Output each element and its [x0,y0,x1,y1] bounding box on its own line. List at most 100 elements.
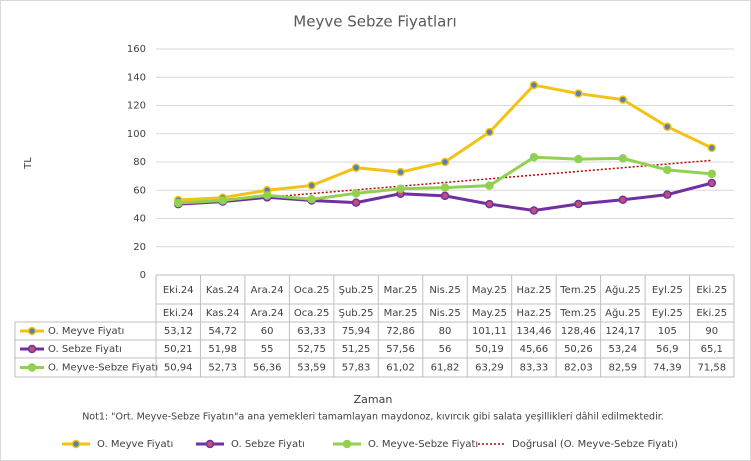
table-header: Nis.25 [429,308,460,319]
table-cell: 50,26 [564,344,593,355]
table-cell: 90 [705,326,718,337]
point [707,169,717,179]
x-tick-label: Eyl.25 [652,285,683,296]
point [529,153,539,162]
legend-key-marker [342,439,352,449]
x-tick-label: Şub.25 [339,285,374,296]
table-header: Eyl.25 [652,308,683,319]
table-cell: 63,33 [297,326,326,337]
point [351,163,361,172]
point [574,89,583,98]
point [396,184,405,194]
x-axis-label: Zaman [354,393,393,406]
table-cell: 50,21 [164,344,193,355]
table-cell: 53,12 [164,326,193,337]
legend-label: O. Meyve Fiyatı [97,439,173,450]
x-tick-label: Eki.24 [163,285,194,296]
table-cell: 56 [439,344,452,355]
table-cell: 105 [658,326,677,337]
table-cell: 53,59 [297,363,326,374]
table-cell: 71,58 [697,363,726,374]
table-row-name: O. Meyve Fiyatı [48,326,124,337]
table-cell: 63,29 [475,363,504,374]
table-cell: 82,59 [609,363,638,374]
table-cell: 57,83 [342,363,371,374]
point [440,191,450,201]
table-key-marker [27,326,37,336]
point [440,183,450,192]
table-cell: 124,17 [605,326,640,337]
x-tick-label: Oca.25 [294,285,329,296]
table-header: Ara.24 [251,308,284,319]
point [262,191,272,200]
table-cell: 82,03 [564,363,593,374]
table-header: Şub.25 [339,308,374,319]
point [663,190,672,199]
point [618,154,628,163]
y-axis-label: TL [23,157,34,170]
y-tick-label: 40 [133,214,146,225]
table-cell: 51,25 [342,344,371,355]
y-tick-label: 160 [127,44,146,55]
legend-label: O. Sebze Fiyatı [231,439,305,450]
point [707,143,717,153]
table-cell: 101,11 [472,326,507,337]
table-row-name: O. Meyve-Sebze Fiyatı [48,363,158,374]
table-cell: 65,1 [701,344,723,355]
table-header: Tem.25 [559,308,596,319]
x-tick-label: Eki.25 [696,285,727,296]
point [485,199,494,209]
table-cell: 60 [261,326,274,337]
table-cell: 128,46 [561,326,596,337]
point [396,167,405,177]
table-cell: 74,39 [653,363,682,374]
x-tick-label: Haz.25 [517,285,552,296]
table-key-marker [27,344,37,354]
point [618,195,628,205]
x-tick-label: Kas.24 [206,285,240,296]
x-tick-label: May.25 [472,285,507,296]
table-header: Eki.25 [696,308,727,319]
x-tick-label: Nis.25 [429,285,460,296]
note: Not1: "Ort. Meyve-Sebze Fiyatın"a ana ye… [82,412,664,423]
table-cell: 52,75 [297,344,326,355]
table-cell: 56,36 [253,363,282,374]
table-cell: 50,19 [475,344,504,355]
table-cell: 53,24 [609,344,638,355]
point [307,195,316,204]
table-header: Haz.25 [517,308,552,319]
x-tick-label: Ara.24 [251,285,284,296]
legend-key-marker [71,439,81,449]
point [485,181,494,190]
table-cell: 45,66 [520,344,549,355]
table-cell: 61,82 [431,363,460,374]
point [173,198,183,208]
table-cell: 56,9 [656,344,678,355]
table-header: Oca.25 [294,308,329,319]
table-cell: 57,56 [386,344,415,355]
point [663,165,672,175]
point [574,199,583,209]
chart-title: Meyve Sebze Fiyatları [293,13,456,31]
point [529,80,539,90]
table-cell: 51,98 [208,344,237,355]
point [307,181,316,190]
legend-label: O. Meyve-Sebze Fiyatı [368,439,478,450]
table-header: Mar.25 [384,308,418,319]
x-tick-label: Mar.25 [384,285,418,296]
table-row-name: O. Sebze Fiyatı [48,344,122,355]
point [663,122,672,131]
point [707,178,717,188]
table-cell: 80 [439,326,452,337]
x-tick-label: Ağu.25 [605,284,640,296]
legend-label: Doğrusal (O. Meyve-Sebze Fiyatı) [512,438,678,450]
point [529,206,539,215]
legend-key-marker [205,439,215,449]
y-tick-label: 120 [127,101,146,112]
y-tick-label: 80 [133,157,146,168]
point [440,157,450,167]
table-cell: 83,33 [520,363,549,374]
table-header: Kas.24 [206,308,240,319]
